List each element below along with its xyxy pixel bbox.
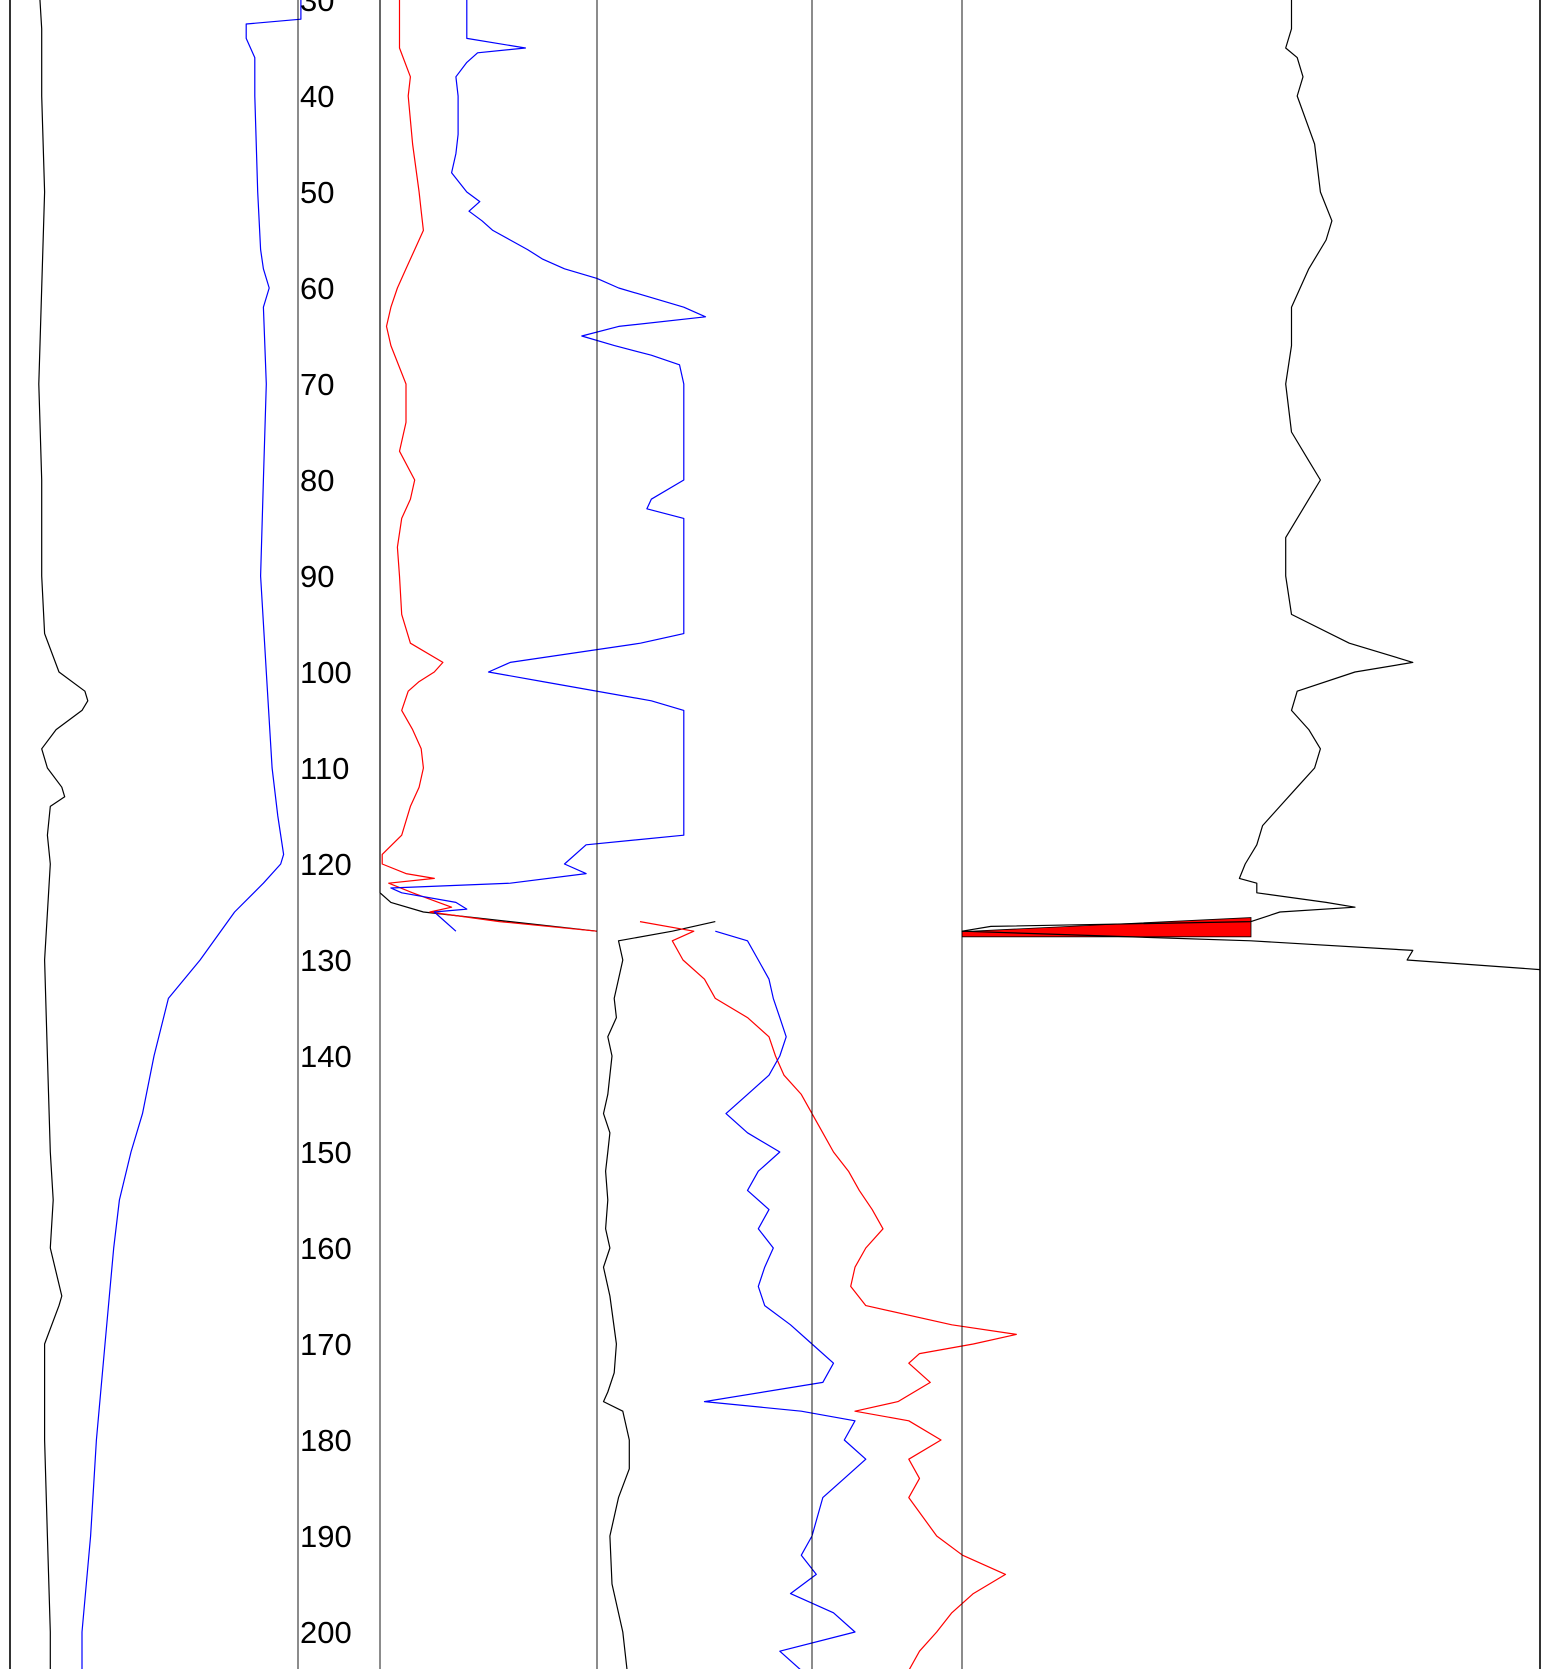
depth-tick-label: 110 bbox=[300, 751, 349, 786]
depth-tick-label: 60 bbox=[300, 271, 334, 306]
curve-layer bbox=[38, 0, 1541, 1669]
shaded-anomaly bbox=[961, 917, 1252, 938]
depth-tick-label: 200 bbox=[300, 1615, 352, 1650]
depth-tick-label: 90 bbox=[300, 559, 334, 594]
track-3-curve-3 bbox=[703, 930, 867, 1669]
track-1-curve-2 bbox=[81, 0, 302, 1669]
depth-tick-label: 180 bbox=[300, 1423, 352, 1458]
depth-tick-label: 50 bbox=[300, 175, 334, 210]
depth-tick-label: 80 bbox=[300, 463, 334, 498]
track-3-curve-1 bbox=[602, 921, 716, 1669]
depth-tick-label: 100 bbox=[300, 655, 352, 690]
depth-tick-label: 150 bbox=[300, 1135, 352, 1170]
depth-tick-label: 30 bbox=[300, 0, 334, 18]
track-1-curve-1 bbox=[38, 0, 89, 1669]
track-2-curve-3 bbox=[390, 0, 707, 932]
track-2-curve-2 bbox=[381, 0, 598, 932]
depth-tick-label: 40 bbox=[300, 79, 334, 114]
shading-layer bbox=[961, 917, 1252, 938]
depth-tick-label: 120 bbox=[300, 847, 352, 882]
depth-tick-label: 70 bbox=[300, 367, 334, 402]
track-4-curve-1 bbox=[961, 0, 1541, 971]
depth-tick-label: 140 bbox=[300, 1039, 352, 1074]
track-frame bbox=[9, 0, 1541, 1669]
depth-tick-label: 170 bbox=[300, 1327, 352, 1362]
track-3-curve-2 bbox=[639, 921, 1017, 1669]
depth-tick-label: 160 bbox=[300, 1231, 352, 1266]
depth-tick-label: 190 bbox=[300, 1519, 352, 1554]
depth-axis-labels: 30 40 50 60 70 80 90 100 110 120 130 140 150 160 170 18… bbox=[300, 0, 352, 1650]
depth-tick-label: 130 bbox=[300, 943, 352, 978]
